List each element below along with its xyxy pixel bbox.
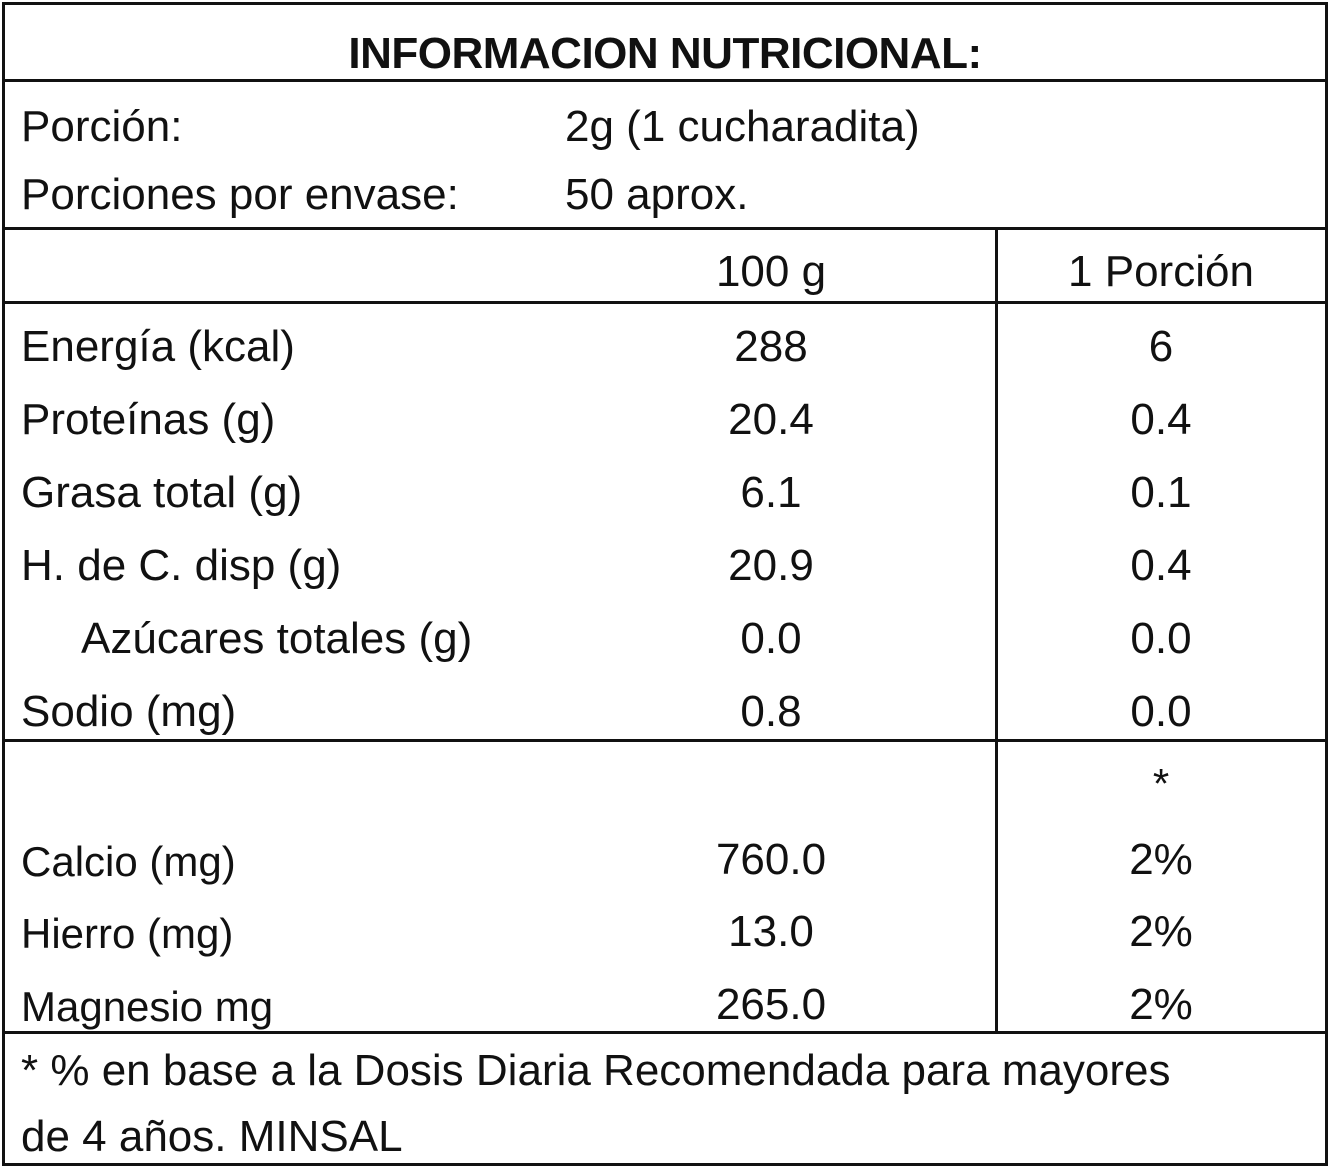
column-header-100g: 100 g — [715, 247, 827, 296]
nutrient-name: Sodio (mg) — [21, 687, 237, 736]
divider — [5, 1031, 1325, 1034]
portion-value: 2g (1 cucharadita) — [565, 102, 920, 151]
footnote-line-2: de 4 años. MINSAL — [21, 1112, 403, 1161]
value-per-100g: 13.0 — [728, 907, 814, 956]
value-per-portion: 2% — [1129, 980, 1193, 1029]
mineral-name: Calcio (mg) — [21, 838, 236, 885]
nutrient-name: Energía (kcal) — [21, 322, 295, 371]
value-per-portion: 0.0 — [1130, 614, 1192, 663]
nutrient-name: Proteínas (g) — [21, 395, 276, 444]
nutrient-name: Grasa total (g) — [21, 468, 303, 517]
column-header-portion: 1 Porción — [1068, 247, 1254, 296]
value-per-100g: 6.1 — [740, 468, 802, 517]
value-per-100g: 760.0 — [715, 835, 827, 884]
value-per-portion: 6 — [1148, 322, 1174, 371]
nutrient-name: H. de C. disp (g) — [21, 541, 342, 590]
value-per-portion: 0.4 — [1130, 541, 1192, 590]
value-per-portion: 2% — [1129, 835, 1193, 884]
divider — [5, 79, 1325, 82]
value-per-100g: 265.0 — [715, 980, 827, 1029]
footnote-line-1: * % en base a la Dosis Diaria Recomendad… — [21, 1046, 1171, 1095]
servings-per-pack-value: 50 aprox. — [565, 170, 749, 219]
value-per-portion: 2% — [1129, 907, 1193, 956]
mineral-name: Magnesio mg — [21, 983, 274, 1030]
servings-per-pack-label: Porciones por envase: — [21, 170, 459, 219]
value-per-100g: 0.0 — [740, 614, 802, 663]
portion-label: Porción: — [21, 102, 183, 151]
column-divider — [995, 227, 998, 1033]
divider — [5, 739, 1325, 742]
value-per-portion: 0.4 — [1130, 395, 1192, 444]
value-per-100g: 20.4 — [728, 395, 814, 444]
divider — [5, 227, 1325, 230]
nutrient-name: Azúcares totales (g) — [81, 614, 473, 663]
daily-value-marker: * — [1152, 760, 1170, 807]
divider — [5, 301, 1325, 304]
value-per-portion: 0.0 — [1130, 687, 1192, 736]
value-per-100g: 20.9 — [728, 541, 814, 590]
value-per-portion: 0.1 — [1130, 468, 1192, 517]
table-title: INFORMACION NUTRICIONAL: — [348, 29, 982, 78]
value-per-100g: 288 — [734, 322, 808, 371]
mineral-name: Hierro (mg) — [21, 910, 234, 957]
value-per-100g: 0.8 — [740, 687, 802, 736]
